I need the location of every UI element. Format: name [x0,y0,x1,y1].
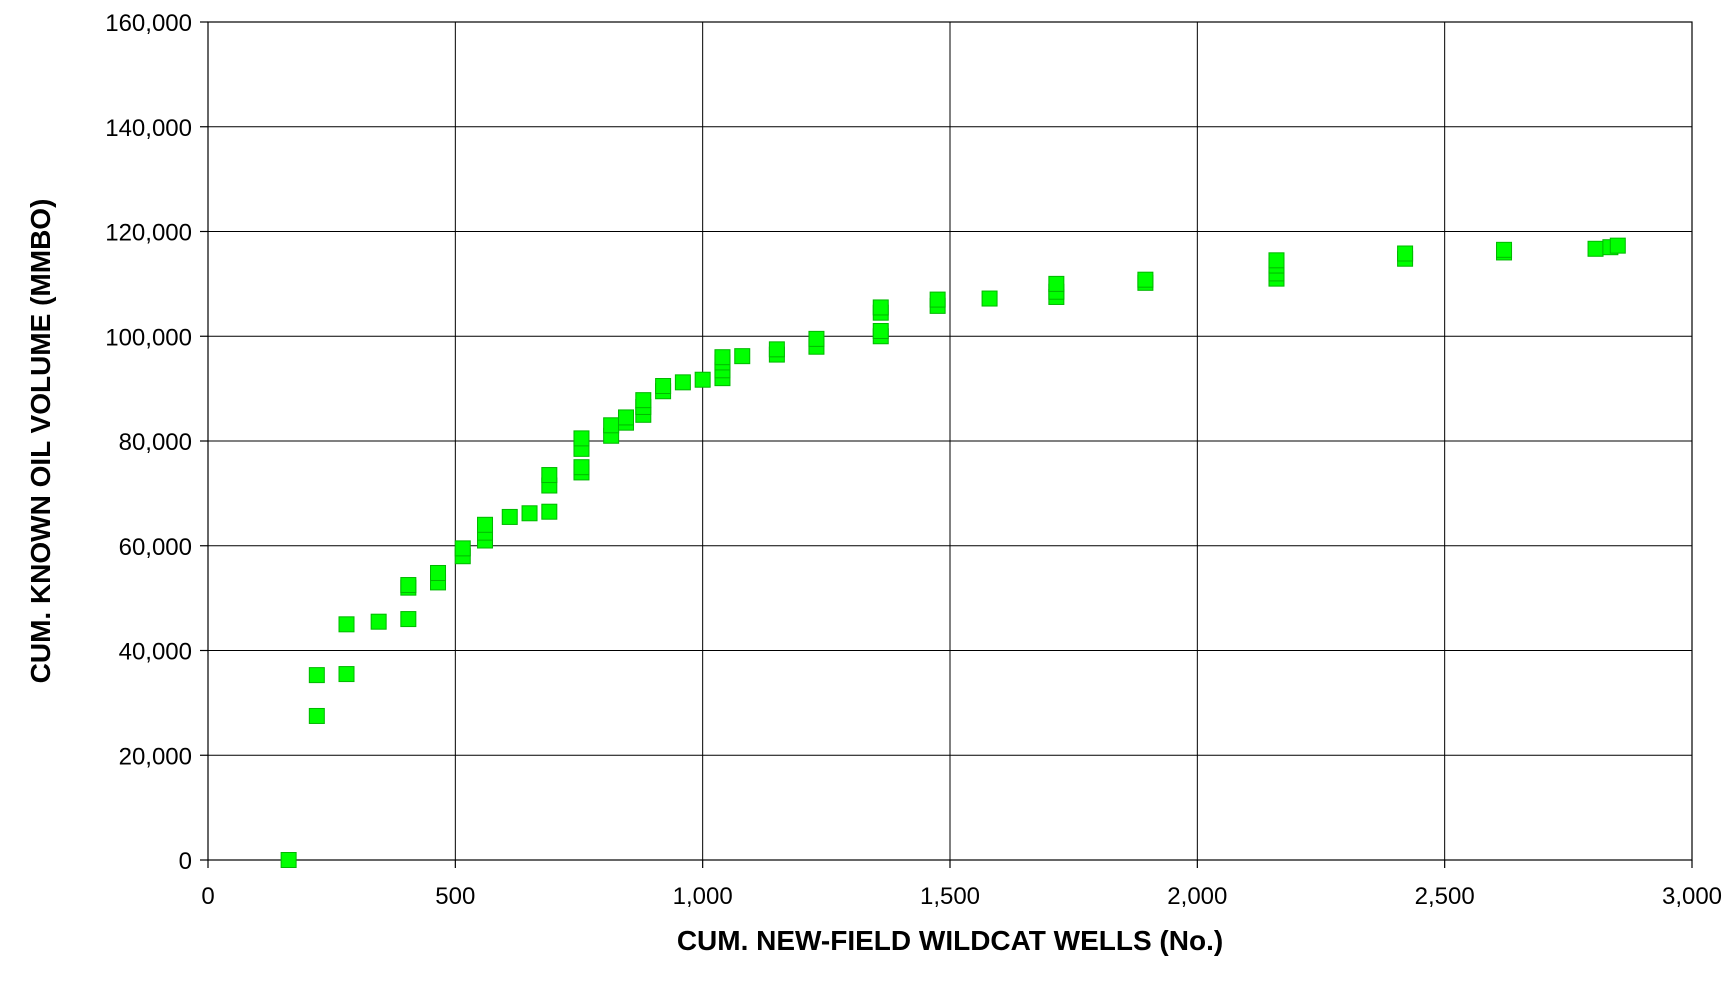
data-point [338,666,355,683]
y-axis-title: CUM. KNOWN OIL VOLUME (MMBO) [25,199,56,684]
data-point [501,508,518,525]
data-point [635,392,652,409]
data-point [714,349,731,366]
data-point [280,852,297,868]
data-point [694,371,711,388]
data-point [603,417,620,434]
data-point [1268,252,1285,269]
x-tick-labels: 0 500 1,000 1,500 2,000 2,500 3,000 [201,883,1722,910]
x-axis-title: CUM. NEW-FIELD WILDCAT WELLS (No.) [677,925,1223,956]
data-point [872,323,889,340]
data-point [1137,271,1154,288]
data-point [1048,275,1065,292]
data-point [370,613,387,630]
data-point [981,290,998,307]
data-point [477,516,494,533]
axis-ticks [200,21,1693,868]
x-tick-label: 1,000 [673,883,733,910]
data-point [808,330,825,347]
data-point [1496,241,1513,258]
x-tick-label: 2,500 [1415,883,1475,910]
data-point [308,667,325,684]
y-tick-label: 60,000 [119,534,192,561]
x-tick-label: 0 [201,883,214,910]
data-point [338,616,355,633]
data-point [308,707,325,724]
y-tick-label: 40,000 [119,639,192,666]
data-point [430,564,447,581]
y-tick-label: 120,000 [105,220,192,247]
data-points [280,237,1626,868]
data-point [872,299,889,316]
data-point [454,540,471,557]
x-tick-label: 3,000 [1662,883,1722,910]
y-tick-label: 80,000 [119,429,192,456]
data-point [400,611,417,628]
data-point [541,503,558,520]
x-tick-label: 2,000 [1167,883,1227,910]
data-point [1587,240,1604,257]
x-tick-label: 500 [435,883,475,910]
data-point [400,577,417,594]
y-tick-label: 140,000 [105,115,192,142]
data-point [734,348,751,365]
data-point [617,409,634,426]
data-point [929,291,946,308]
y-tick-labels: 0 20,000 40,000 60,000 80,000 100,000 120,000 1… [105,10,192,875]
y-tick-label: 160,000 [105,10,192,37]
grid-lines [208,22,1692,860]
data-point [1609,237,1626,254]
data-point [655,378,672,395]
data-point [573,459,590,476]
data-point [521,505,538,522]
data-point [768,341,785,358]
data-point [674,374,691,391]
data-point [541,467,558,484]
y-tick-label: 0 [179,848,192,875]
x-tick-label: 1,500 [920,883,980,910]
data-point [573,430,590,447]
data-point [1397,245,1414,262]
y-tick-label: 20,000 [119,743,192,770]
y-tick-label: 100,000 [105,324,192,351]
